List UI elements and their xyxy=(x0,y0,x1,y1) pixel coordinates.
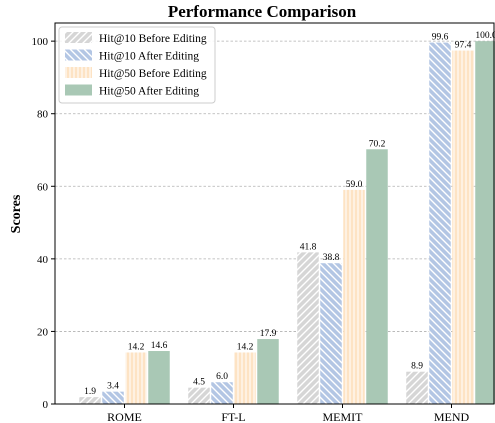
legend-swatch xyxy=(65,84,92,96)
legend-swatch xyxy=(65,67,92,78)
y-tick-label: 40 xyxy=(37,254,49,266)
bar-mend-series-4 xyxy=(475,41,495,405)
data-label: 4.5 xyxy=(193,378,205,388)
y-tick-label: 80 xyxy=(37,109,49,121)
data-label: 8.9 xyxy=(411,362,423,372)
data-label: 70.2 xyxy=(369,139,386,149)
y-axis-label: Scores xyxy=(9,194,24,233)
bar-memit-series-3 xyxy=(343,189,365,404)
legend-box xyxy=(58,26,216,104)
bar-memit-series-1 xyxy=(297,252,319,404)
x-tick-label: ROME xyxy=(107,410,142,423)
legend-label: Hit@10 Before Editing xyxy=(99,33,207,45)
plot-frame xyxy=(54,22,495,405)
legend-swatch xyxy=(65,32,92,43)
y-tick-label: 60 xyxy=(37,181,49,193)
chart-title: Performance Comparison xyxy=(168,2,357,21)
axes: 0 20 40 60 80 100 ROME FT-L MEMIT MEND xyxy=(32,22,495,423)
bar-mend-series-2 xyxy=(429,42,451,404)
bar-rome-series-1 xyxy=(79,397,101,404)
bar-mend-series-1 xyxy=(406,371,428,404)
data-label: 59.0 xyxy=(346,180,363,190)
data-label: 97.4 xyxy=(455,41,472,51)
bar-memit-series-2 xyxy=(320,263,342,404)
x-tick-label: MEMIT xyxy=(323,410,364,423)
legend-swatch xyxy=(65,49,92,61)
data-label: 17.9 xyxy=(260,329,277,339)
bar-rome-series-2 xyxy=(102,391,124,404)
bar-rome-series-4 xyxy=(148,351,170,404)
data-label: 14.2 xyxy=(128,342,145,352)
data-label: 38.8 xyxy=(323,253,340,263)
data-label: 6.0 xyxy=(216,372,228,382)
bars-group xyxy=(79,41,495,405)
y-tick-label: 100 xyxy=(32,36,49,48)
legend: Hit@10 Before Editing Hit@10 After Editin… xyxy=(58,26,216,104)
data-label: 14.2 xyxy=(237,342,254,352)
data-label: 41.8 xyxy=(300,242,317,252)
bar-ft-l-series-3 xyxy=(234,352,256,404)
data-labels-group: 1.9 3.4 14.2 14.6 4.5 6.0 14.2 17.9 41.8 38.8 59.0… xyxy=(84,31,495,397)
x-tick-label: MEND xyxy=(434,410,470,423)
legend-label: Hit@10 After Editing xyxy=(99,51,199,63)
bar-ft-l-series-4 xyxy=(257,339,279,404)
y-tick-label: 20 xyxy=(37,326,49,338)
bar-rome-series-3 xyxy=(125,352,147,404)
bar-mend-series-3 xyxy=(452,50,474,404)
bar-ft-l-series-1 xyxy=(188,387,210,404)
x-tick-label: FT-L xyxy=(221,410,245,423)
data-label: 3.4 xyxy=(107,382,119,392)
data-label: 1.9 xyxy=(84,387,96,397)
legend-label: Hit@50 Before Editing xyxy=(99,68,207,80)
bar-memit-series-4 xyxy=(366,149,388,404)
data-label: 14.6 xyxy=(151,341,168,351)
legend-label: Hit@50 After Editing xyxy=(99,86,199,98)
data-label: 99.6 xyxy=(432,33,449,43)
y-tick-label: 0 xyxy=(43,399,49,411)
data-label: 100.0 xyxy=(475,31,495,41)
bar-ft-l-series-2 xyxy=(211,382,233,404)
